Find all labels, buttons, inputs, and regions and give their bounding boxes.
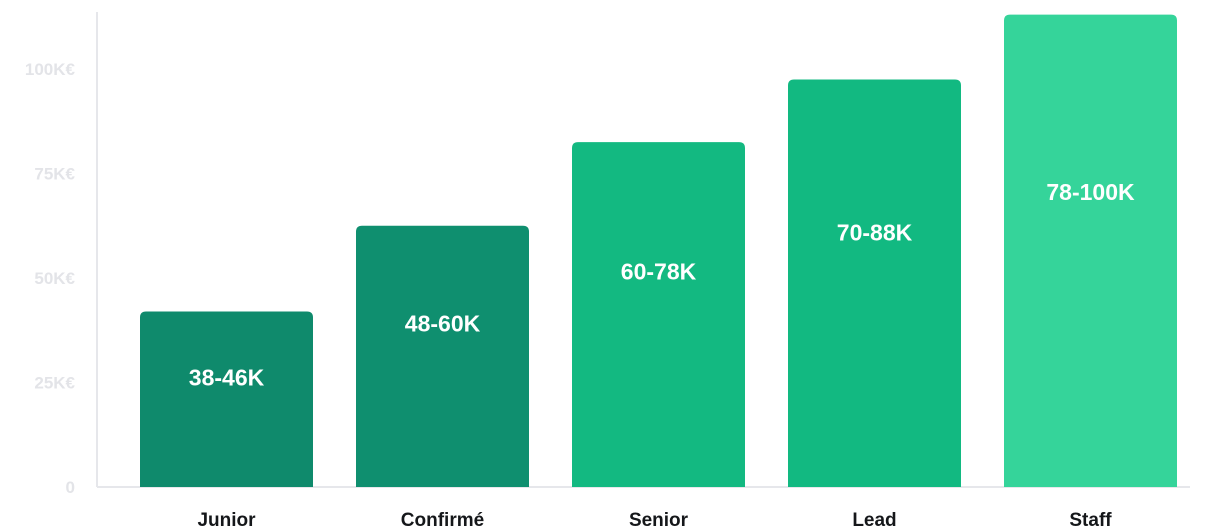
- y-axis-ticks: 0 25K€ 50K€ 75K€ 100K€: [25, 60, 76, 497]
- y-tick-label: 25K€: [34, 374, 75, 393]
- bar-data-label: 60-78K: [621, 258, 697, 284]
- category-label: Staff: [1069, 510, 1112, 531]
- bar-senior: [572, 142, 745, 487]
- category-label: Junior: [197, 510, 256, 531]
- y-tick-label: 50K€: [34, 269, 75, 288]
- category-label: Senior: [629, 510, 689, 531]
- bar-data-label: 38-46K: [189, 364, 265, 390]
- bar-data-label: 78-100K: [1046, 179, 1135, 205]
- category-label: Lead: [852, 510, 896, 531]
- x-axis-categories: Junior Confirmé Senior Lead Staff: [197, 510, 1112, 531]
- category-label: Confirmé: [401, 510, 484, 531]
- y-tick-label: 0: [66, 478, 75, 497]
- bar-data-labels: 38-46K 48-60K 60-78K 70-88K 78-100K: [189, 179, 1135, 390]
- bar-staff: [1004, 14, 1177, 487]
- y-tick-label: 100K€: [25, 60, 76, 79]
- y-tick-label: 75K€: [34, 165, 75, 184]
- bar-lead: [788, 79, 961, 487]
- bar-data-label: 48-60K: [405, 311, 481, 337]
- bar-data-label: 70-88K: [837, 219, 913, 245]
- bars-layer: [140, 14, 1177, 487]
- bar-junior: [140, 311, 313, 487]
- bar-confirme: [356, 225, 529, 487]
